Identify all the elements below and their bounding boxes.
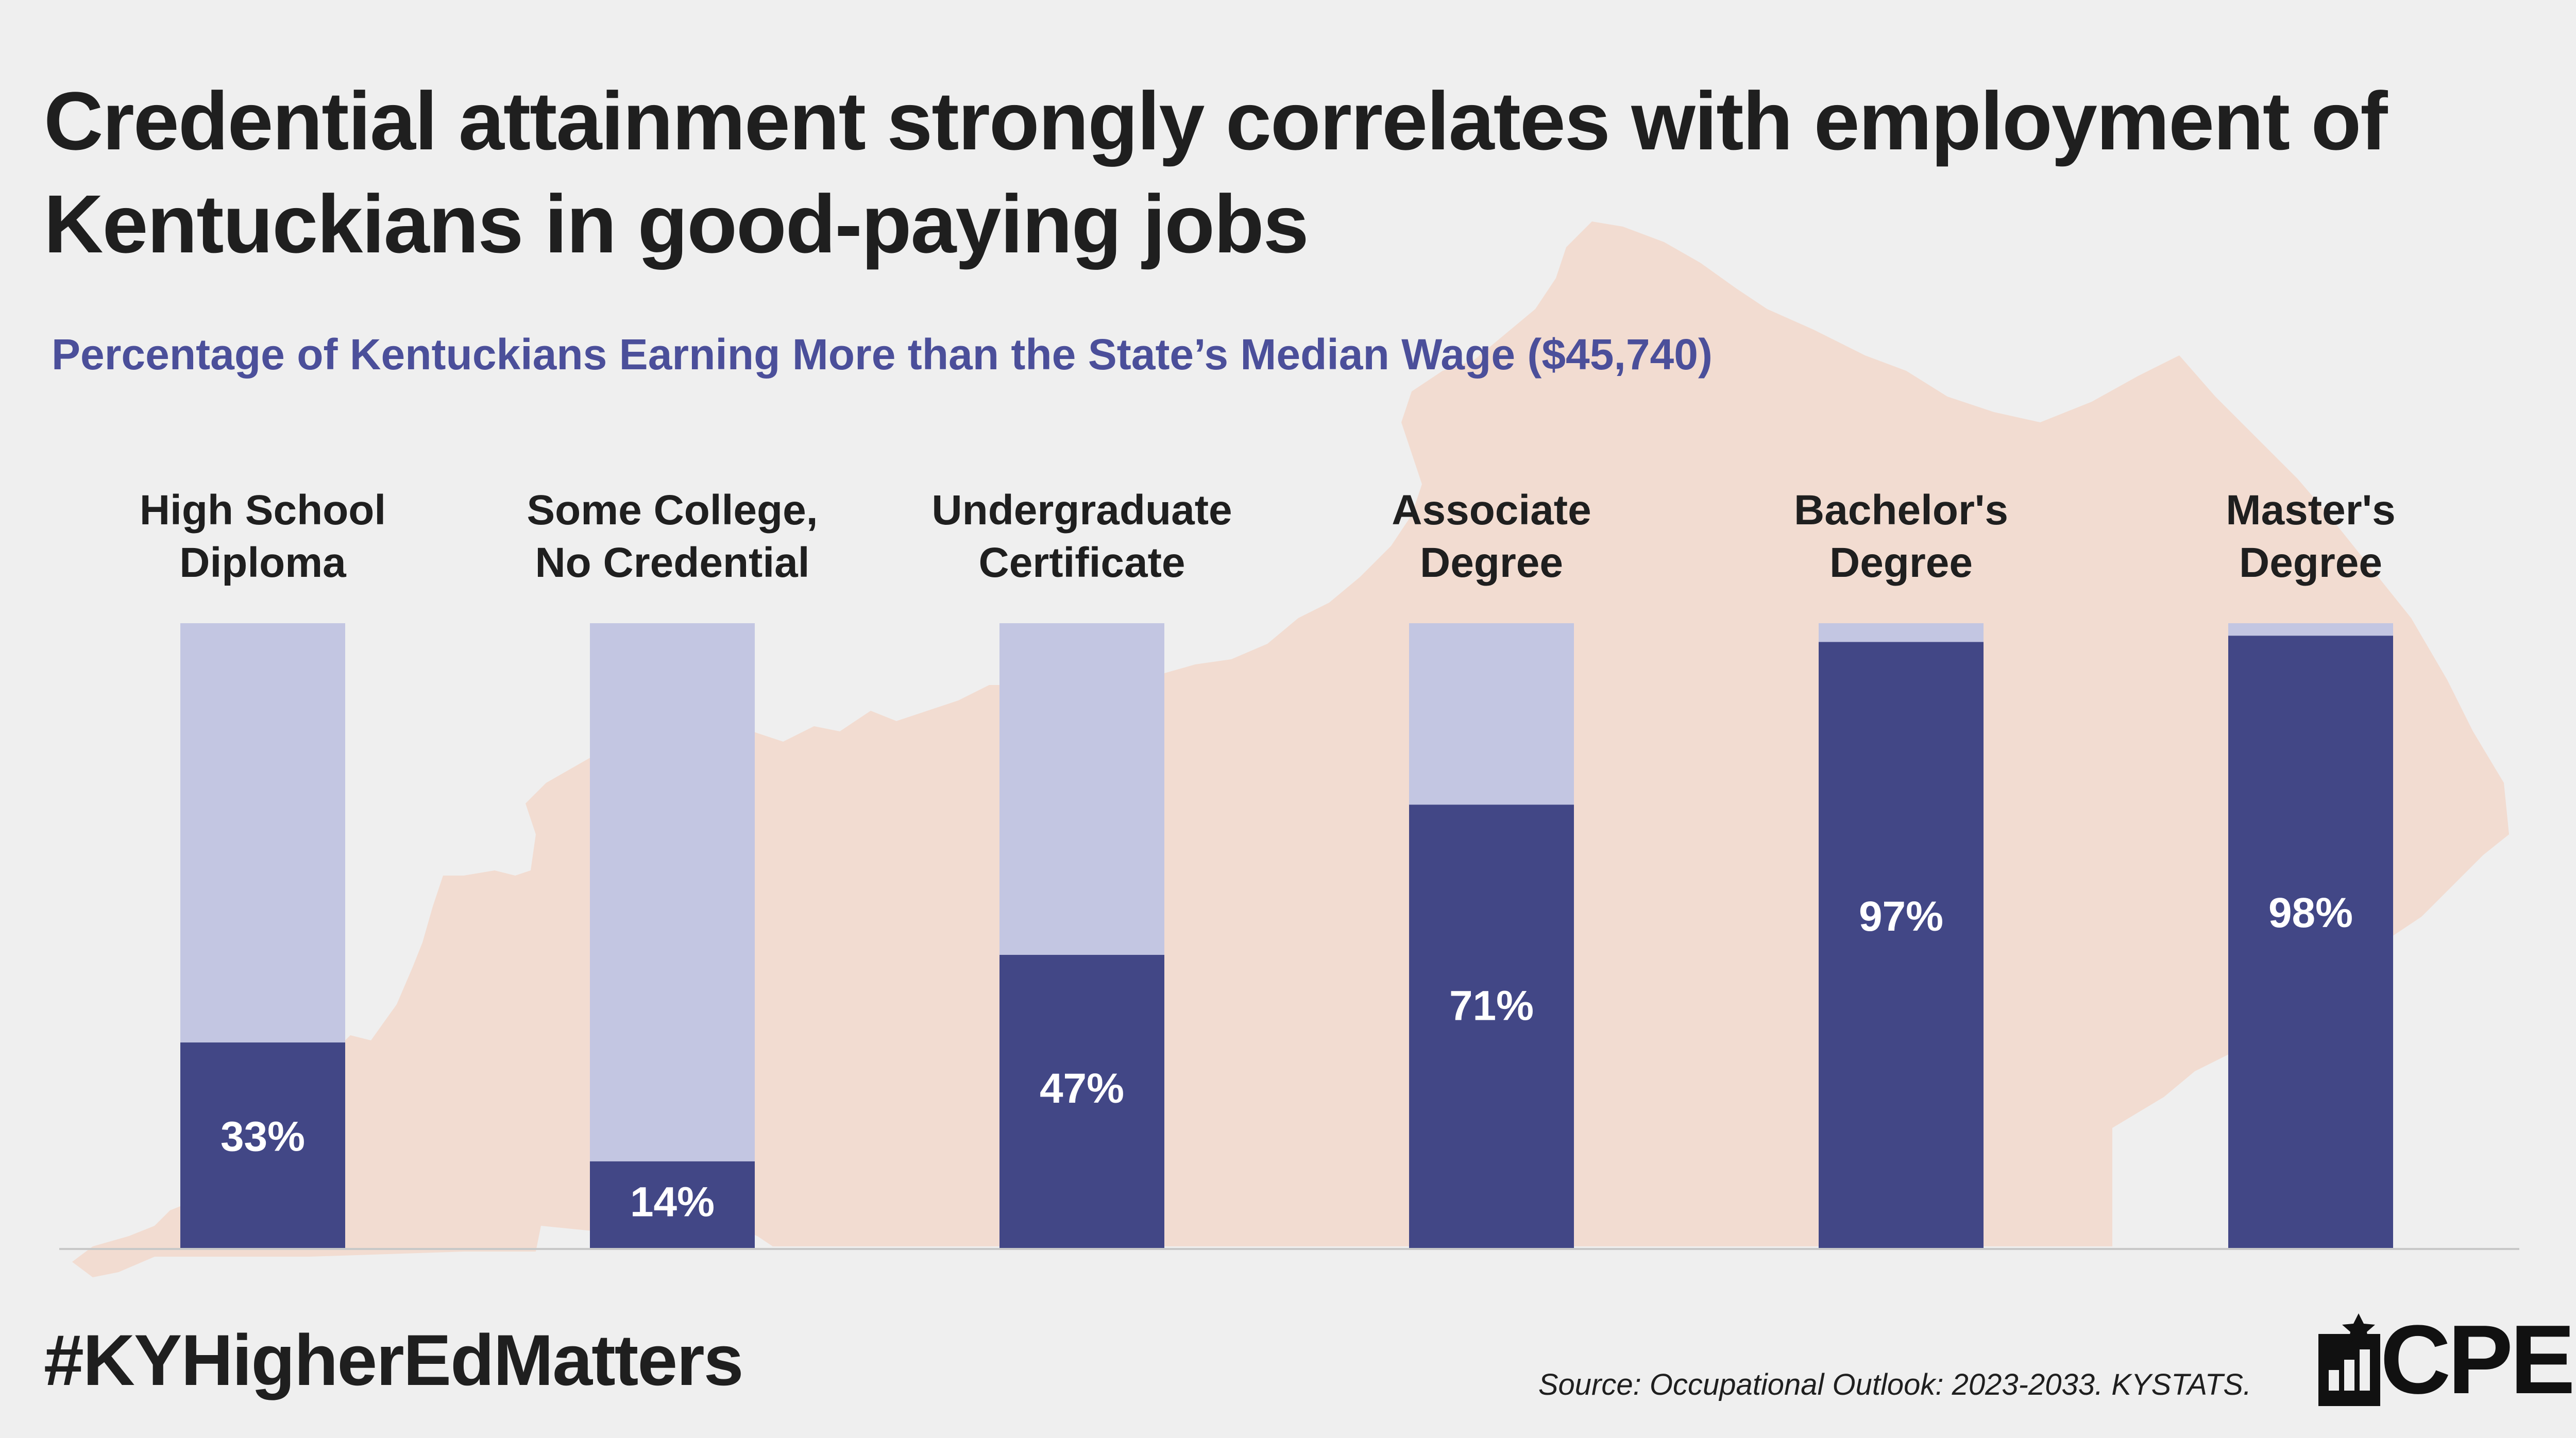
category-label: Master's <box>2226 487 2395 534</box>
logo-text: CPE <box>2380 1305 2575 1414</box>
category-label: High School <box>140 487 386 534</box>
bar <box>1409 804 1574 1249</box>
bar-track <box>590 623 755 1249</box>
category-label: No Credential <box>535 539 809 586</box>
data-label: 47% <box>1040 1065 1124 1112</box>
category-label: Diploma <box>179 539 347 586</box>
category-label: Degree <box>1420 539 1563 586</box>
category-label: Associate <box>1392 487 1591 534</box>
category-label: Degree <box>1829 539 1973 586</box>
source-note: Source: Occupational Outlook: 2023-2033.… <box>1538 1368 2251 1401</box>
category-label: Certificate <box>978 539 1185 586</box>
chart-subtitle: Percentage of Kentuckians Earning More t… <box>52 330 1713 379</box>
data-label: 98% <box>2268 889 2353 936</box>
logo-mark-icon <box>2318 1313 2380 1406</box>
data-label: 14% <box>630 1178 715 1225</box>
bar <box>180 1042 345 1249</box>
category-label: Some College, <box>527 487 818 534</box>
bar <box>1819 642 1984 1249</box>
cpe-logo: CPE <box>2318 1305 2575 1414</box>
data-label: 97% <box>1859 893 1943 940</box>
bar <box>2228 636 2393 1249</box>
bar <box>590 1161 755 1249</box>
category-label: Undergraduate <box>931 487 1232 534</box>
bar <box>999 954 1164 1249</box>
category-label: Bachelor's <box>1794 487 2008 534</box>
category-label: Degree <box>2239 539 2382 586</box>
data-label: 33% <box>221 1113 305 1160</box>
page-title: Credential attainment strongly correlate… <box>44 75 2388 270</box>
data-label: 71% <box>1449 983 1534 1030</box>
hashtag: #KYHigherEdMatters <box>44 1320 744 1400</box>
